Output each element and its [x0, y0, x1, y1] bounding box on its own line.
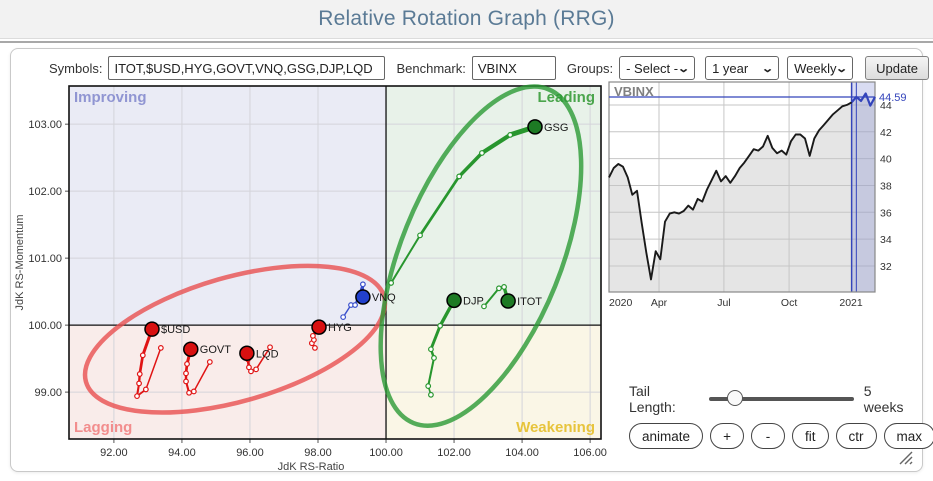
svg-text:GSG: GSG — [544, 122, 568, 134]
groups-select-value: - Select - — [626, 60, 679, 76]
frequency-select[interactable]: Weekly ⌄ — [787, 56, 854, 80]
chevron-down-icon: ⌄ — [761, 62, 774, 75]
period-select-value: 1 year — [712, 60, 749, 76]
svg-text:Jul: Jul — [717, 297, 730, 309]
svg-text:JdK RS-Ratio: JdK RS-Ratio — [278, 461, 345, 473]
groups-label: Groups: — [566, 60, 614, 76]
resize-handle-icon[interactable] — [896, 449, 914, 465]
svg-text:98.00: 98.00 — [304, 447, 332, 459]
tail-length-control: Tail Length: 5 weeks — [629, 383, 914, 415]
animate-button[interactable]: animate — [629, 423, 704, 449]
chevron-down-icon: ⌄ — [835, 62, 848, 75]
svg-text:102.00: 102.00 — [437, 447, 471, 459]
center-button[interactable]: ctr — [835, 423, 877, 449]
svg-text:Oct: Oct — [781, 297, 797, 309]
svg-text:92.00: 92.00 — [100, 447, 128, 459]
svg-text:$USD: $USD — [161, 324, 190, 336]
groups-select[interactable]: - Select - ⌄ — [619, 56, 696, 80]
page-title: Relative Rotation Graph (RRG) — [318, 7, 615, 30]
svg-text:Lagging: Lagging — [74, 419, 132, 436]
tail-length-label: Tail Length: — [629, 383, 676, 415]
update-button[interactable]: Update — [865, 56, 930, 80]
rrg-chart[interactable]: 92.00 94.00 96.00 98.00 100.00 102.00 104.00 10… — [11, 79, 623, 477]
svg-text:104.00: 104.00 — [505, 447, 539, 459]
svg-text:44: 44 — [880, 100, 892, 112]
benchmark-input[interactable] — [471, 56, 556, 80]
quadrant-weakening — [386, 325, 601, 439]
benchmark-label: Benchmark: — [396, 60, 466, 76]
series-head-VNQ — [355, 289, 371, 305]
svg-text:GOVT: GOVT — [200, 344, 231, 356]
series-head-GOVT — [183, 341, 199, 357]
svg-text:LQD: LQD — [256, 348, 279, 360]
svg-text:100.00: 100.00 — [28, 320, 62, 332]
highlight-band — [851, 82, 875, 292]
chart-buttons: animate + - fit ctr max — [629, 423, 933, 449]
svg-text:Apr: Apr — [651, 297, 668, 309]
svg-text:103.00: 103.00 — [28, 119, 62, 131]
symbols-label: Symbols: — [49, 60, 103, 76]
svg-text:96.00: 96.00 — [236, 447, 264, 459]
svg-text:2020: 2020 — [609, 297, 633, 309]
series-head-ITOT — [500, 293, 516, 309]
last-value-label: 44.59 — [879, 92, 907, 104]
svg-text:100.00: 100.00 — [369, 447, 403, 459]
fit-button[interactable]: fit — [792, 423, 829, 449]
series-head-DJP — [446, 292, 462, 309]
maximize-button[interactable]: max — [883, 423, 933, 449]
svg-text:ITOT: ITOT — [517, 296, 542, 308]
svg-text:42: 42 — [880, 127, 892, 139]
leading-group-ellipse — [378, 84, 584, 428]
svg-text:38: 38 — [880, 180, 892, 192]
quadrant-improving — [69, 86, 387, 326]
quadrant-lagging — [69, 325, 387, 439]
svg-text:34: 34 — [880, 234, 892, 246]
benchmark-chart[interactable]: 44 42 40 38 36 34 32 2020 Apr Jul Oct 2021 44.59 VBIN… — [599, 79, 921, 311]
tail-length-slider[interactable] — [709, 390, 854, 406]
svg-text:DJP: DJP — [463, 295, 484, 307]
svg-text:99.00: 99.00 — [34, 387, 62, 399]
period-select[interactable]: 1 year ⌄ — [705, 56, 780, 80]
title-divider — [0, 41, 933, 43]
toolbar: Symbols: Benchmark: Groups: - Select - ⌄… — [49, 55, 930, 81]
svg-text:94.00: 94.00 — [168, 447, 196, 459]
svg-text:Improving: Improving — [74, 89, 147, 106]
svg-text:JdK RS-Momentum: JdK RS-Momentum — [14, 215, 26, 311]
svg-text:36: 36 — [880, 207, 892, 219]
svg-text:106.00: 106.00 — [573, 447, 607, 459]
zoom-in-button[interactable]: + — [710, 423, 745, 449]
tail-length-value: 5 weeks — [863, 383, 904, 415]
series-head-$USD — [144, 321, 160, 337]
svg-text:101.00: 101.00 — [28, 253, 62, 265]
svg-text:40: 40 — [880, 154, 892, 166]
frequency-select-value: Weekly — [794, 60, 837, 76]
slider-thumb[interactable] — [727, 390, 744, 406]
zoom-out-button[interactable]: - — [751, 423, 786, 449]
title-bar: Relative Rotation Graph (RRG) — [0, 0, 933, 39]
svg-text:VNQ: VNQ — [372, 292, 396, 304]
svg-text:32: 32 — [880, 261, 892, 273]
svg-text:HYG: HYG — [328, 322, 352, 334]
chevron-down-icon: ⌄ — [677, 62, 690, 75]
series-head-LQD — [239, 345, 255, 362]
series-head-HYG — [311, 319, 327, 335]
main-panel: Symbols: Benchmark: Groups: - Select - ⌄… — [10, 48, 933, 473]
series-head-GSG — [527, 119, 543, 135]
symbols-input[interactable] — [108, 56, 386, 80]
svg-text:2021: 2021 — [839, 297, 863, 309]
benchmark-chart-title: VBINX — [614, 84, 654, 99]
svg-text:Weakening: Weakening — [516, 419, 595, 436]
quadrant-leading — [386, 86, 601, 326]
svg-text:102.00: 102.00 — [28, 186, 62, 198]
